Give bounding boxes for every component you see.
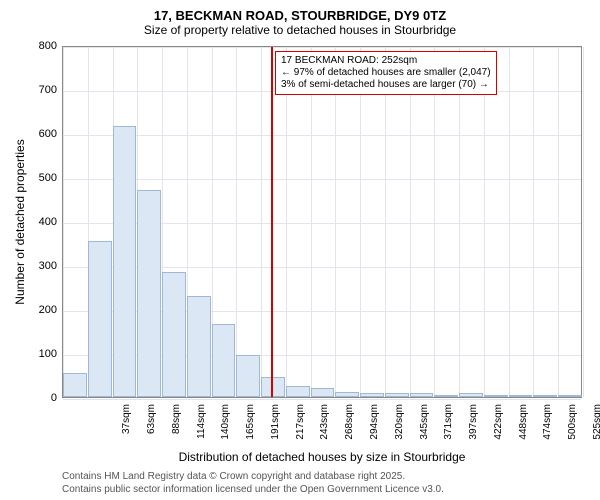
x-tick-label: 114sqm (196, 404, 207, 454)
histogram-bar (533, 395, 557, 397)
x-tick-label: 345sqm (419, 404, 430, 454)
histogram-bar (286, 386, 310, 397)
histogram-bar (385, 393, 409, 397)
x-tick-label: 88sqm (171, 404, 182, 454)
grid-vertical (286, 47, 287, 397)
y-tick-label: 400 (27, 216, 57, 228)
reference-line (271, 47, 273, 397)
x-tick-label: 165sqm (245, 404, 256, 454)
x-tick-label: 500sqm (567, 404, 578, 454)
chart-subtitle: Size of property relative to detached ho… (0, 23, 600, 42)
chart-title: 17, BECKMAN ROAD, STOURBRIDGE, DY9 0TZ (0, 0, 600, 23)
grid-vertical (385, 47, 386, 397)
x-tick-label: 140sqm (220, 404, 231, 454)
grid-vertical (335, 47, 336, 397)
histogram-bar (162, 272, 186, 397)
x-tick-label: 63sqm (146, 404, 157, 454)
footer-line-1: Contains HM Land Registry data © Crown c… (62, 470, 444, 483)
grid-vertical (459, 47, 460, 397)
grid-vertical (558, 47, 559, 397)
annotation-line: ← 97% of detached houses are smaller (2,… (281, 67, 491, 79)
x-tick-label: 217sqm (295, 404, 306, 454)
grid-vertical (583, 47, 584, 397)
histogram-bar (212, 324, 236, 397)
annotation-box: 17 BECKMAN ROAD: 252sqm← 97% of detached… (275, 51, 497, 95)
x-tick-label: 371sqm (443, 404, 454, 454)
grid-vertical (261, 47, 262, 397)
grid-horizontal (63, 399, 581, 400)
grid-vertical (509, 47, 510, 397)
chart-container: 17, BECKMAN ROAD, STOURBRIDGE, DY9 0TZ S… (0, 0, 600, 500)
y-tick-label: 0 (27, 392, 57, 404)
y-tick-label: 300 (27, 260, 57, 272)
histogram-bar (236, 355, 260, 397)
grid-horizontal (63, 47, 581, 48)
x-tick-label: 448sqm (518, 404, 529, 454)
x-tick-label: 268sqm (344, 404, 355, 454)
grid-vertical (434, 47, 435, 397)
x-tick-label: 320sqm (394, 404, 405, 454)
histogram-bar (459, 393, 483, 397)
histogram-bar (335, 392, 359, 397)
histogram-bar (63, 373, 87, 397)
grid-vertical (410, 47, 411, 397)
histogram-bar (509, 395, 533, 397)
footer-text: Contains HM Land Registry data © Crown c… (62, 470, 444, 496)
histogram-bar (88, 241, 112, 397)
histogram-bar (410, 393, 434, 397)
y-tick-label: 100 (27, 348, 57, 360)
histogram-bar (558, 395, 582, 397)
histogram-bar (187, 296, 211, 397)
plot-area: 17 BECKMAN ROAD: 252sqm← 97% of detached… (62, 46, 582, 398)
grid-vertical (311, 47, 312, 397)
grid-horizontal (63, 179, 581, 180)
annotation-line: 3% of semi-detached houses are larger (7… (281, 79, 491, 91)
x-tick-label: 37sqm (121, 404, 132, 454)
y-axis-label: Number of detached properties (13, 122, 27, 322)
x-tick-label: 525sqm (592, 404, 600, 454)
y-tick-label: 700 (27, 84, 57, 96)
y-tick-label: 200 (27, 304, 57, 316)
y-tick-label: 800 (27, 40, 57, 52)
grid-vertical (236, 47, 237, 397)
x-tick-label: 397sqm (468, 404, 479, 454)
histogram-bar (360, 393, 384, 397)
histogram-bar (311, 388, 335, 397)
x-tick-label: 243sqm (319, 404, 330, 454)
histogram-bar (113, 126, 137, 397)
x-tick-label: 294sqm (369, 404, 380, 454)
annotation-line: 17 BECKMAN ROAD: 252sqm (281, 55, 491, 67)
grid-vertical (484, 47, 485, 397)
histogram-bar (137, 190, 161, 397)
histogram-bar (434, 395, 458, 397)
y-tick-label: 500 (27, 172, 57, 184)
grid-horizontal (63, 135, 581, 136)
grid-vertical (533, 47, 534, 397)
y-tick-label: 600 (27, 128, 57, 140)
x-tick-label: 191sqm (270, 404, 281, 454)
grid-vertical (63, 47, 64, 397)
x-tick-label: 474sqm (542, 404, 553, 454)
histogram-bar (484, 395, 508, 397)
footer-line-2: Contains public sector information licen… (62, 483, 444, 496)
grid-vertical (360, 47, 361, 397)
x-tick-label: 422sqm (493, 404, 504, 454)
